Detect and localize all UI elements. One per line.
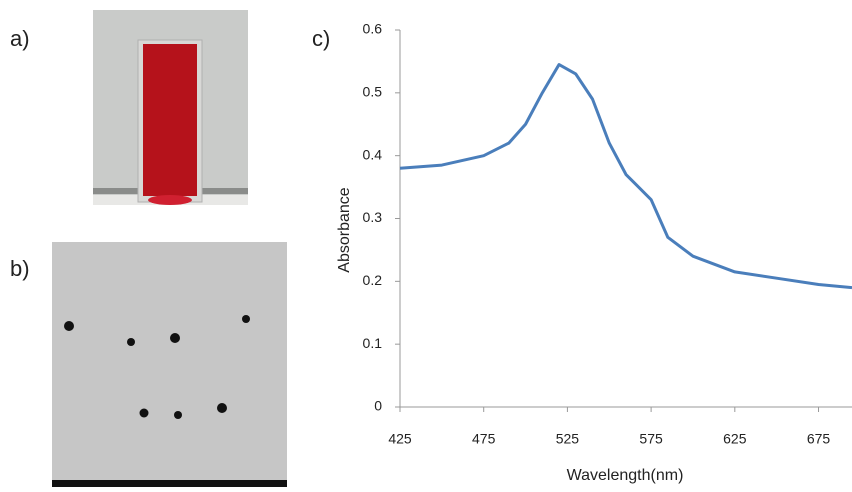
chart: Absorbance Wavelength(nm) 0 0.1 0.2 0.3 0.4 0…: [336, 21, 852, 485]
cuvette-photo: [93, 10, 248, 205]
y-tick-label: 0.3: [363, 209, 383, 225]
y-tick-label: 0.1: [363, 335, 383, 351]
x-tick-label: 425: [388, 431, 412, 447]
y-axis-title: Absorbance: [336, 187, 353, 272]
figure: a) b) c) Absorbance Wavelength(nm) 0 0.1 0…: [0, 0, 852, 487]
y-tick-label: 0.5: [363, 84, 383, 100]
x-tick-label: 675: [807, 431, 831, 447]
line: [400, 65, 852, 288]
y-tick-label: 0.4: [363, 146, 383, 162]
y-tick-label: 0.2: [363, 272, 383, 288]
x-tick-label: 525: [556, 431, 580, 447]
y-tick-label: 0.6: [363, 21, 383, 37]
y-tick-label: 0: [374, 398, 382, 414]
panel-label: c): [312, 26, 330, 51]
x-tick-label: 475: [472, 431, 496, 447]
x-axis-title: Wavelength(nm): [567, 467, 684, 484]
panel-label: b): [10, 256, 30, 281]
x-tick-label: 575: [639, 431, 663, 447]
panel-label: a): [10, 26, 30, 51]
tem-image: [52, 242, 287, 487]
x-tick-label: 625: [723, 431, 747, 447]
